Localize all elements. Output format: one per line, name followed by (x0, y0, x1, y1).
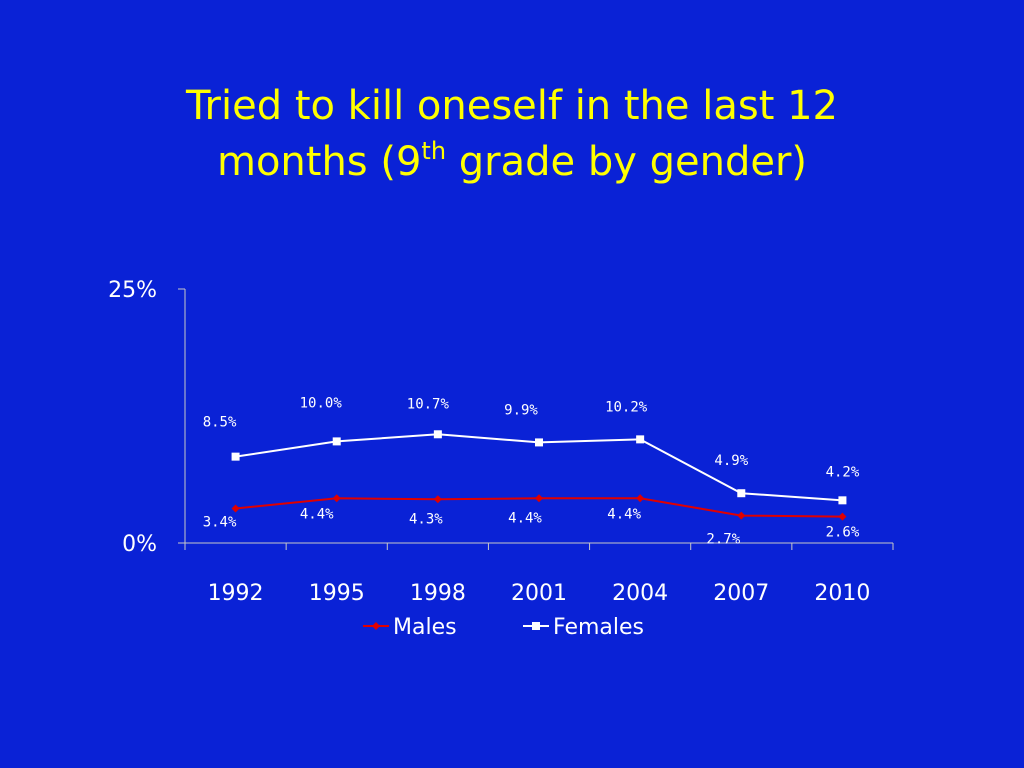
x-tick-label: 2010 (814, 581, 870, 606)
females-point (737, 489, 746, 498)
females-point (433, 430, 442, 439)
males-data-label: 4.4% (607, 506, 641, 522)
males-point (332, 494, 341, 503)
females-point (636, 435, 645, 444)
title-line-2-start: months (9 (216, 139, 422, 185)
females-data-label: 10.7% (407, 396, 450, 412)
males-data-label: 4.4% (508, 510, 542, 526)
males-point (535, 494, 543, 503)
males-point (231, 504, 240, 513)
slide-title: Tried to kill oneself in the last 12 mon… (0, 78, 1024, 190)
females-data-label: 9.9% (504, 402, 538, 418)
title-line-2: months (9th grade by gender) (0, 134, 1024, 190)
males-data-label: 3.4% (203, 514, 237, 530)
females-data-label: 10.0% (300, 395, 343, 411)
legend-females-label: Females (553, 615, 644, 640)
females-data-label: 4.9% (714, 453, 748, 469)
title-line-2-end: grade by gender) (446, 139, 808, 185)
females-point (231, 452, 240, 461)
females-point (332, 437, 341, 446)
females-point (535, 438, 543, 447)
legend-males-label: Males (393, 615, 457, 640)
females-data-label: 10.2% (605, 399, 648, 415)
x-tick-label: 2007 (713, 581, 769, 606)
x-tick-label: 1992 (208, 581, 264, 606)
females-data-label: 4.2% (826, 464, 860, 480)
x-tick-label: 1998 (410, 581, 466, 606)
title-line-1: Tried to kill oneself in the last 12 (185, 83, 838, 129)
males-data-label: 4.4% (300, 506, 334, 522)
legend-males-marker (372, 622, 380, 630)
y-tick-label: 25% (108, 278, 157, 303)
y-tick-label: 0% (122, 532, 157, 557)
legend-females-marker (532, 622, 540, 630)
x-tick-label: 2004 (612, 581, 668, 606)
males-point (737, 511, 746, 520)
x-tick-label: 1995 (309, 581, 365, 606)
males-data-label: 2.6% (826, 525, 860, 541)
title-superscript: th (421, 137, 447, 165)
x-tick-label: 2001 (511, 581, 567, 606)
females-data-label: 8.5% (203, 415, 237, 431)
males-point (838, 512, 847, 521)
males-data-label: 2.7% (706, 532, 740, 548)
males-data-label: 4.3% (409, 511, 443, 527)
males-point (433, 495, 442, 504)
males-point (636, 494, 645, 503)
females-point (838, 496, 847, 505)
